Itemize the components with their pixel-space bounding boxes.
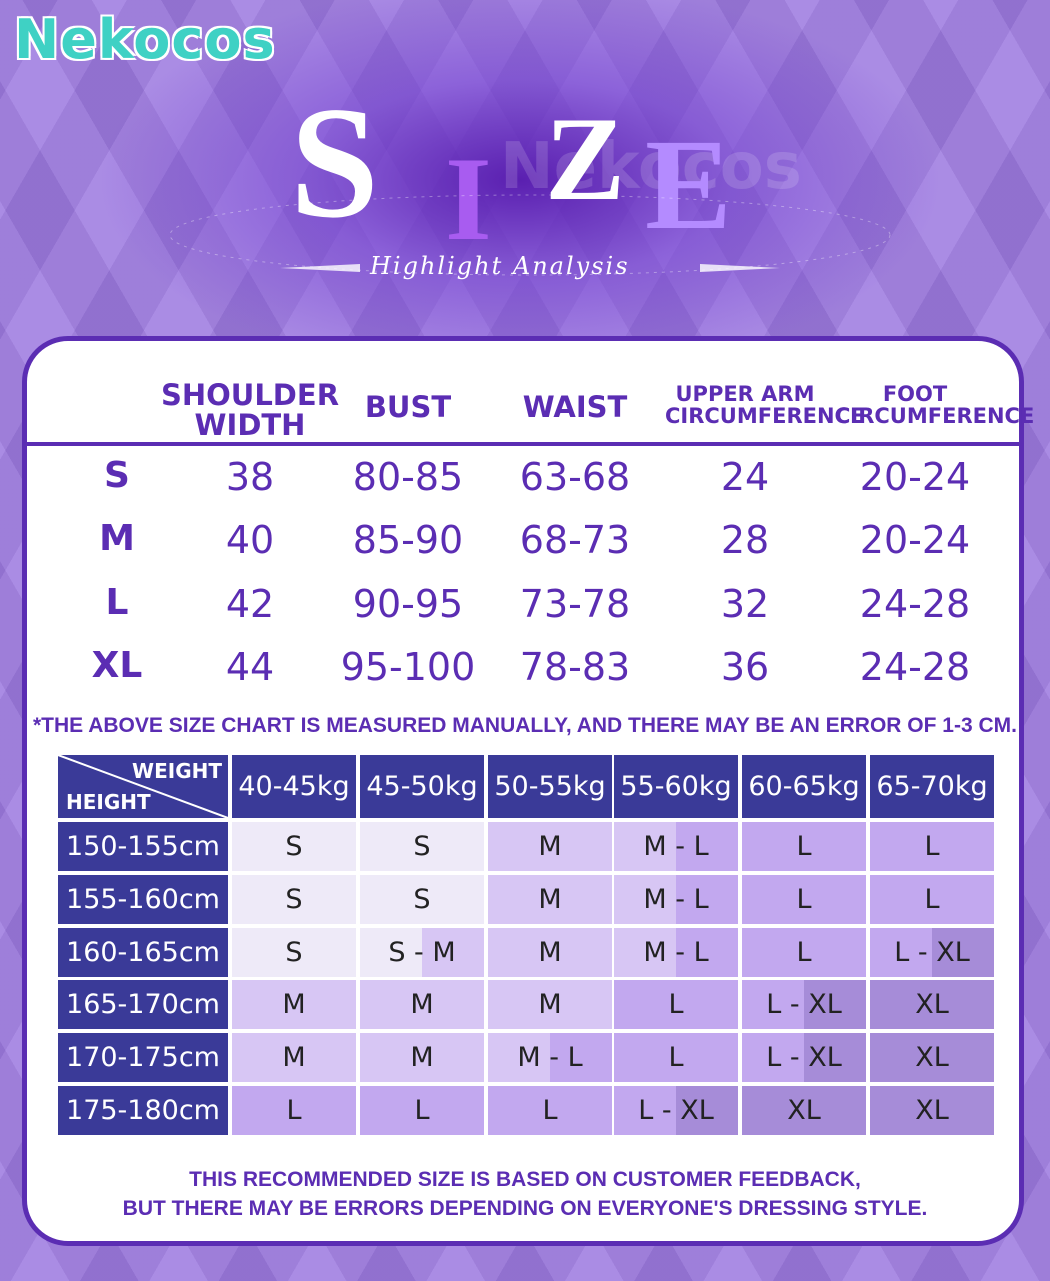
size-value: 68-73 (519, 518, 631, 562)
header-divider (27, 442, 1019, 446)
size-recommendation: L (742, 875, 866, 924)
corner-cell: WEIGHT HEIGHT (57, 754, 229, 819)
size-recommendation: M (232, 980, 356, 1029)
size-value: 20-24 (859, 518, 971, 562)
size-value: 24-28 (859, 645, 971, 689)
corner-height: HEIGHT (66, 790, 151, 814)
size-recommendation: L (870, 875, 994, 924)
brand-logo: Nekocos (14, 8, 276, 71)
size-value: 28 (720, 518, 770, 562)
size-value: 90-95 (352, 582, 464, 626)
size-recommendation: L (870, 822, 994, 871)
size-value: 42 (225, 582, 275, 626)
size-recommendation: S (232, 822, 356, 871)
size-recommendation: XL (870, 1086, 994, 1135)
size-recommendation: L (360, 1086, 484, 1135)
size-recommendation: XL (870, 980, 994, 1029)
size-value: 40 (225, 518, 275, 562)
title-letter: S (290, 73, 379, 251)
size-recommendation: L - XL (742, 980, 866, 1029)
column-header: SHOULDER WIDTH (160, 378, 340, 443)
size-recommendation: M - L (488, 1033, 612, 1082)
weight-header: 45-50kg (360, 755, 484, 818)
weight-header: 65-70kg (870, 755, 994, 818)
size-value: 20-24 (859, 455, 971, 499)
height-label: 150-155cm (58, 822, 228, 871)
size-recommendation: S (232, 875, 356, 924)
size-recommendation: M (232, 1033, 356, 1082)
size-value: 36 (720, 645, 770, 689)
weight-header: 60-65kg (742, 755, 866, 818)
size-recommendation: L (742, 822, 866, 871)
size-label: L (105, 582, 129, 623)
title-letter: I (445, 132, 492, 265)
size-note: *THE ABOVE SIZE CHART IS MEASURED MANUAL… (33, 714, 1017, 737)
size-value: 63-68 (519, 455, 631, 499)
column-header: BUST (364, 390, 452, 424)
size-recommendation: S (232, 928, 356, 977)
size-recommendation: XL (742, 1086, 866, 1135)
size-value: 85-90 (352, 518, 464, 562)
size-recommendation: L (232, 1086, 356, 1135)
height-label: 160-165cm (58, 928, 228, 977)
size-recommendation: L - XL (742, 1033, 866, 1082)
size-recommendation: L (742, 928, 866, 977)
weight-header: 50-55kg (488, 755, 612, 818)
size-recommendation: XL (870, 1033, 994, 1082)
size-recommendation: L - XL (870, 928, 994, 977)
size-label: S (104, 455, 130, 496)
size-recommendation: M (488, 875, 612, 924)
size-recommendation: S (360, 875, 484, 924)
size-recommendation: M - L (614, 822, 738, 871)
size-recommendation: M - L (614, 928, 738, 977)
size-recommendation: M (360, 980, 484, 1029)
size-value: 38 (225, 455, 275, 499)
size-value: 80-85 (352, 455, 464, 499)
size-value: 95-100 (340, 645, 476, 689)
size-recommendation: M (360, 1033, 484, 1082)
corner-weight: WEIGHT (132, 759, 222, 783)
subtitle: Highlight Analysis (370, 252, 630, 280)
size-recommendation: M - L (614, 875, 738, 924)
column-header: WAIST (522, 390, 628, 424)
title-letter: E (645, 113, 732, 257)
watermark: Nekocos (500, 130, 802, 204)
weight-header: 40-45kg (232, 755, 356, 818)
size-value: 24-28 (859, 582, 971, 626)
size-value: 73-78 (519, 582, 631, 626)
size-recommendation: L (488, 1086, 612, 1135)
weight-header: 55-60kg (614, 755, 738, 818)
height-label: 175-180cm (58, 1086, 228, 1135)
size-recommendation: M (488, 980, 612, 1029)
size-value: 78-83 (519, 645, 631, 689)
size-recommendation: L (614, 980, 738, 1029)
title-ornament (169, 194, 891, 276)
size-recommendation: L (614, 1033, 738, 1082)
size-recommendation: S (360, 822, 484, 871)
size-label: XL (91, 645, 143, 686)
footer-note: THIS RECOMMENDED SIZE IS BASED ON CUSTOM… (189, 1168, 861, 1191)
size-value: 32 (720, 582, 770, 626)
height-label: 155-160cm (58, 875, 228, 924)
size-value: 24 (720, 455, 770, 499)
footer-note: BUT THERE MAY BE ERRORS DEPENDING ON EVE… (122, 1197, 928, 1220)
height-label: 165-170cm (58, 980, 228, 1029)
title-letter: Z (545, 92, 626, 225)
size-recommendation: L - XL (614, 1086, 738, 1135)
corner-diagonal (57, 754, 229, 819)
size-recommendation: M (488, 822, 612, 871)
size-recommendation: M (488, 928, 612, 977)
column-header: FOOT CIRCUMFERENCE (835, 382, 1035, 429)
size-label: M (99, 518, 135, 559)
size-value: 44 (225, 645, 275, 689)
column-header: UPPER ARM CIRCUMFERENCE (665, 382, 865, 429)
size-recommendation: S - M (360, 928, 484, 977)
height-label: 170-175cm (58, 1033, 228, 1082)
